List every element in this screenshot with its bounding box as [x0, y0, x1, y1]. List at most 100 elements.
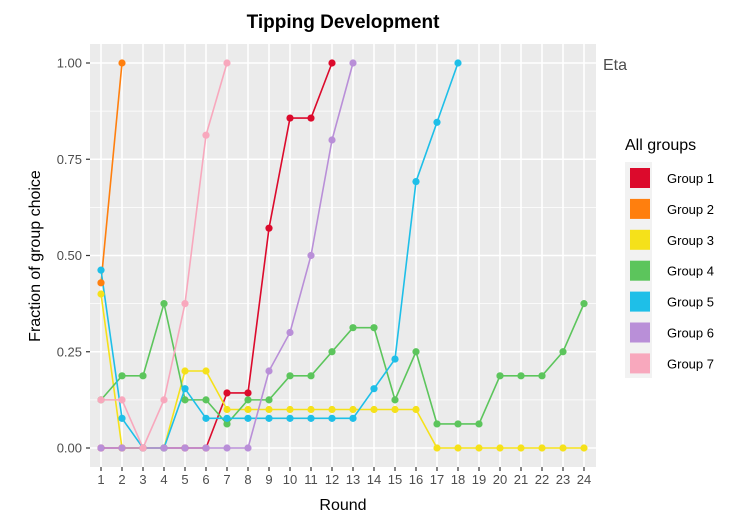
x-tick-label: 10	[283, 472, 297, 487]
y-tick-label: 0.75	[57, 152, 82, 167]
x-tick-label: 19	[472, 472, 486, 487]
legend-swatch-group-4	[630, 260, 650, 281]
data-point-group-3	[475, 444, 483, 452]
data-point-group-5	[454, 59, 462, 67]
data-point-group-4	[328, 348, 336, 356]
x-tick-label: 20	[493, 472, 507, 487]
data-point-group-4	[181, 396, 189, 404]
data-point-group-4	[496, 372, 504, 380]
series-line-group-2	[100, 62, 123, 283]
data-point-group-3	[349, 405, 357, 414]
x-tick-label: 8	[244, 472, 251, 487]
data-point-group-5	[412, 177, 420, 186]
legend-label-group-2: Group 2	[667, 202, 714, 217]
data-point-group-1	[286, 114, 294, 122]
x-tick-label: 17	[430, 472, 444, 487]
data-point-group-4	[517, 372, 525, 380]
data-point-group-5	[244, 414, 252, 422]
data-point-group-1	[223, 389, 231, 397]
data-point-group-5	[391, 355, 399, 363]
data-point-group-3	[223, 405, 231, 414]
series-points	[97, 59, 588, 452]
y-tick-label: 1.00	[57, 56, 82, 71]
data-point-group-5	[349, 414, 357, 422]
y-axis-label: Fraction of group choice	[27, 170, 44, 342]
data-point-group-7	[160, 396, 168, 404]
x-tick-label: 12	[325, 472, 339, 487]
data-point-group-3	[370, 405, 378, 414]
data-point-group-3	[244, 405, 252, 414]
data-point-group-4	[286, 372, 294, 380]
data-point-group-7	[139, 444, 147, 452]
legend-label-group-7: Group 7	[667, 356, 714, 371]
data-point-group-1	[307, 114, 315, 122]
data-point-group-3	[433, 444, 441, 452]
data-point-group-3	[97, 290, 105, 298]
data-point-group-4	[307, 372, 315, 380]
x-tick-label: 23	[556, 472, 570, 487]
legend-title: All groups	[625, 137, 696, 154]
x-tick-label: 13	[346, 472, 360, 487]
data-point-group-3	[517, 444, 525, 452]
data-point-group-3	[286, 405, 294, 414]
y-tick-label: 0.50	[57, 248, 82, 263]
x-tick-label: 21	[514, 472, 528, 487]
data-point-group-5	[286, 414, 294, 422]
data-point-group-5	[433, 118, 441, 126]
data-point-group-4	[412, 348, 420, 356]
data-point-group-4	[391, 396, 399, 404]
data-point-group-6	[97, 444, 105, 452]
data-point-group-2	[97, 279, 105, 287]
legend-swatch-group-6	[630, 322, 650, 343]
legend-swatch-group-1	[630, 168, 650, 188]
data-point-group-4	[559, 348, 567, 356]
data-point-group-6	[286, 328, 294, 337]
x-tick-label: 24	[577, 472, 591, 487]
data-point-group-5	[370, 385, 378, 393]
data-point-group-5	[328, 414, 336, 422]
x-tick-label: 5	[181, 472, 188, 487]
x-tick-label: 22	[535, 472, 549, 487]
data-point-group-7	[223, 59, 231, 67]
data-point-group-3	[559, 444, 567, 452]
data-point-group-4	[139, 372, 147, 380]
chart-title: Tipping Development	[247, 12, 441, 33]
y-tick-label: 0.00	[57, 441, 82, 456]
legend-label-group-6: Group 6	[667, 326, 714, 341]
data-point-group-5	[202, 414, 210, 422]
grid-minor	[90, 110, 596, 401]
x-axis-label: Round	[319, 497, 366, 514]
legend: Group 1 Group 2 Group 3 Group 4 Group 5 Group…	[625, 162, 714, 378]
legend-label-group-5: Group 5	[667, 295, 714, 310]
x-axis-ticks: 1 2 3 4 5 6 7 8 9 10 11 12 13 14 15 16 17 18 19 20 21 22 23 24	[97, 467, 591, 487]
x-tick-label: 16	[409, 472, 423, 487]
data-point-group-3	[391, 405, 399, 414]
x-tick-label: 11	[304, 472, 318, 487]
data-point-group-5	[181, 385, 189, 393]
legend-label-group-1: Group 1	[667, 171, 714, 186]
data-point-group-7	[202, 131, 210, 139]
data-point-group-4	[265, 396, 273, 404]
data-point-group-6	[244, 444, 252, 452]
x-tick-label: 4	[160, 472, 167, 487]
data-point-group-3	[454, 444, 462, 452]
legend-swatch-group-7	[630, 353, 650, 374]
data-point-group-4	[475, 420, 483, 428]
data-point-group-3	[328, 405, 336, 414]
data-point-group-4	[538, 372, 546, 380]
data-point-group-5	[118, 414, 126, 422]
data-point-group-5	[97, 266, 105, 274]
facet-strip-label: Eta	[603, 57, 627, 74]
data-point-group-4	[223, 420, 231, 428]
data-point-group-4	[202, 396, 210, 404]
data-point-group-4	[580, 300, 588, 308]
x-tick-label: 7	[223, 472, 230, 487]
legend-label-group-4: Group 4	[667, 264, 714, 279]
data-point-group-6	[328, 136, 336, 144]
data-point-group-6	[349, 59, 357, 67]
data-point-group-5	[307, 414, 315, 422]
x-tick-label: 6	[202, 472, 209, 487]
data-point-group-3	[412, 405, 420, 414]
data-point-group-7	[181, 300, 189, 308]
